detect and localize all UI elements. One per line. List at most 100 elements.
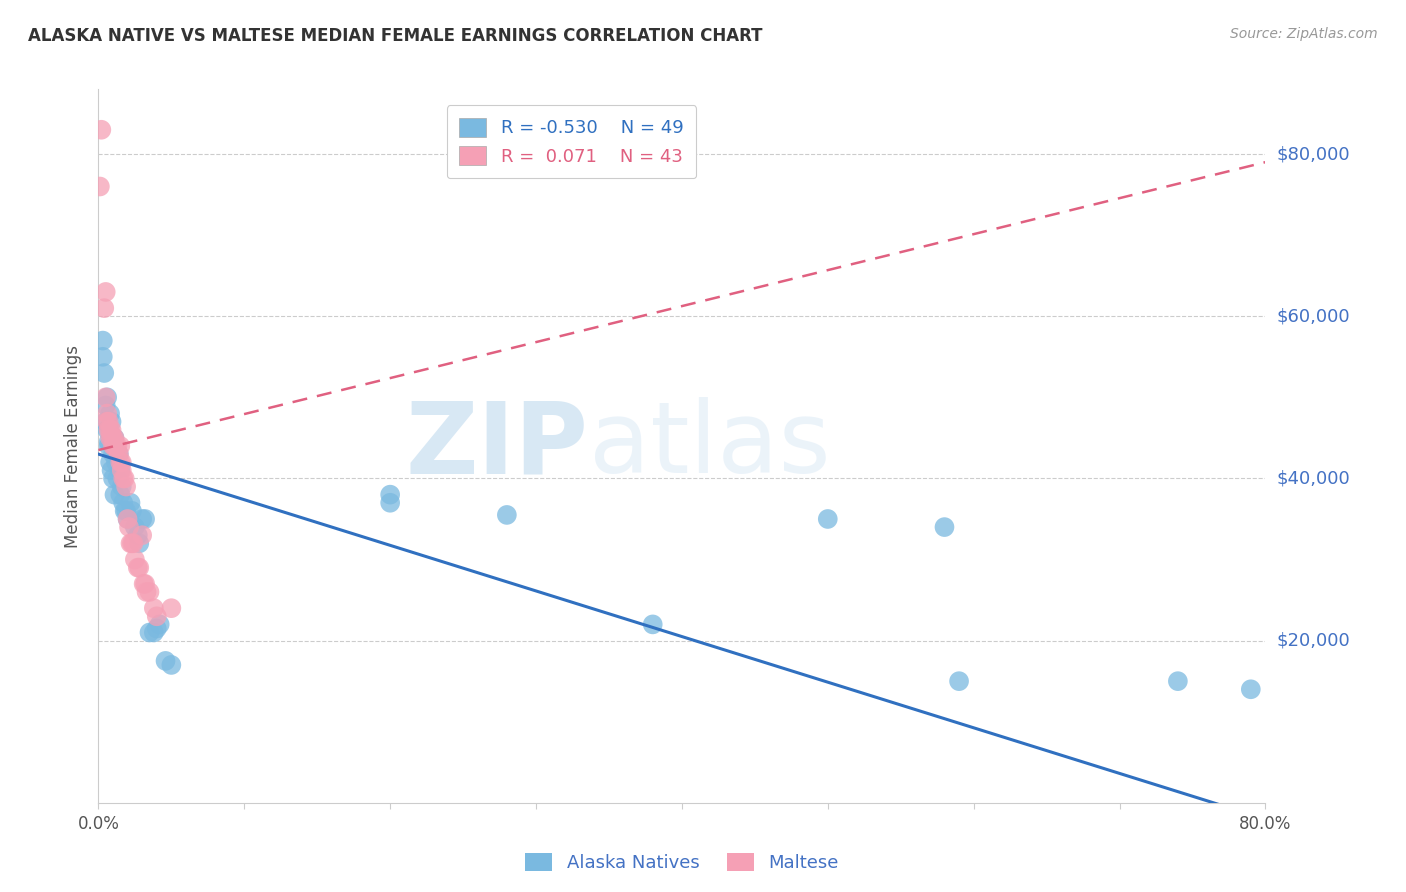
Point xyxy=(96,390,118,404)
Point xyxy=(105,439,128,453)
Point xyxy=(100,463,122,477)
Point xyxy=(112,471,135,485)
Point xyxy=(1167,674,1189,689)
Point xyxy=(97,434,120,449)
Text: Source: ZipAtlas.com: Source: ZipAtlas.com xyxy=(1230,27,1378,41)
Text: atlas: atlas xyxy=(589,398,830,494)
Point xyxy=(114,504,136,518)
Point xyxy=(155,654,177,668)
Point xyxy=(96,423,118,437)
Point xyxy=(104,439,127,453)
Point xyxy=(641,617,664,632)
Point xyxy=(103,431,125,445)
Point xyxy=(120,496,142,510)
Text: $80,000: $80,000 xyxy=(1277,145,1350,163)
Point xyxy=(108,447,131,461)
Text: $40,000: $40,000 xyxy=(1277,469,1350,487)
Point xyxy=(97,415,120,429)
Point xyxy=(111,463,134,477)
Point xyxy=(98,423,121,437)
Point xyxy=(149,617,172,632)
Point xyxy=(142,601,165,615)
Point xyxy=(110,463,132,477)
Point xyxy=(115,479,138,493)
Point xyxy=(98,455,121,469)
Point xyxy=(90,122,112,136)
Point xyxy=(114,471,136,485)
Point xyxy=(100,423,122,437)
Point xyxy=(89,179,111,194)
Point xyxy=(378,488,402,502)
Y-axis label: Median Female Earnings: Median Female Earnings xyxy=(65,344,83,548)
Point xyxy=(121,504,143,518)
Point xyxy=(96,415,118,429)
Text: ZIP: ZIP xyxy=(406,398,589,494)
Point xyxy=(117,512,139,526)
Point xyxy=(97,439,120,453)
Point xyxy=(138,625,160,640)
Point xyxy=(127,528,149,542)
Point xyxy=(94,399,117,413)
Point xyxy=(98,431,121,445)
Point xyxy=(93,366,115,380)
Point xyxy=(131,512,153,526)
Point xyxy=(120,536,142,550)
Point xyxy=(97,423,120,437)
Point xyxy=(146,609,169,624)
Point xyxy=(121,536,143,550)
Point xyxy=(817,512,839,526)
Text: $60,000: $60,000 xyxy=(1277,307,1350,326)
Point xyxy=(135,585,157,599)
Point xyxy=(104,455,127,469)
Point xyxy=(94,285,117,299)
Legend: Alaska Natives, Maltese: Alaska Natives, Maltese xyxy=(517,846,846,880)
Point xyxy=(117,512,139,526)
Text: $20,000: $20,000 xyxy=(1277,632,1350,649)
Point xyxy=(100,415,122,429)
Point xyxy=(110,439,132,453)
Point xyxy=(101,439,124,453)
Point xyxy=(112,496,135,510)
Point xyxy=(160,657,183,672)
Point xyxy=(111,455,134,469)
Point xyxy=(100,431,122,445)
Point xyxy=(124,552,146,566)
Point xyxy=(93,301,115,315)
Point xyxy=(948,674,970,689)
Point xyxy=(110,488,132,502)
Point xyxy=(108,447,131,461)
Point xyxy=(134,512,156,526)
Point xyxy=(142,625,165,640)
Point xyxy=(91,350,114,364)
Point xyxy=(934,520,956,534)
Point xyxy=(111,479,134,493)
Point xyxy=(146,622,169,636)
Point xyxy=(128,536,150,550)
Point xyxy=(103,431,125,445)
Point xyxy=(131,528,153,542)
Point xyxy=(122,536,145,550)
Point xyxy=(128,560,150,574)
Point xyxy=(98,407,121,421)
Point xyxy=(378,496,402,510)
Point xyxy=(115,504,138,518)
Point xyxy=(134,577,156,591)
Point xyxy=(101,471,124,485)
Point xyxy=(118,520,141,534)
Point xyxy=(101,447,124,461)
Point xyxy=(495,508,517,522)
Point xyxy=(94,415,117,429)
Point xyxy=(103,488,125,502)
Point xyxy=(91,334,114,348)
Point xyxy=(105,471,128,485)
Point xyxy=(127,560,149,574)
Point xyxy=(94,390,117,404)
Point xyxy=(101,431,124,445)
Point xyxy=(132,577,155,591)
Point xyxy=(110,455,132,469)
Text: ALASKA NATIVE VS MALTESE MEDIAN FEMALE EARNINGS CORRELATION CHART: ALASKA NATIVE VS MALTESE MEDIAN FEMALE E… xyxy=(28,27,762,45)
Point xyxy=(1240,682,1263,697)
Point xyxy=(96,407,118,421)
Point xyxy=(138,585,160,599)
Point xyxy=(160,601,183,615)
